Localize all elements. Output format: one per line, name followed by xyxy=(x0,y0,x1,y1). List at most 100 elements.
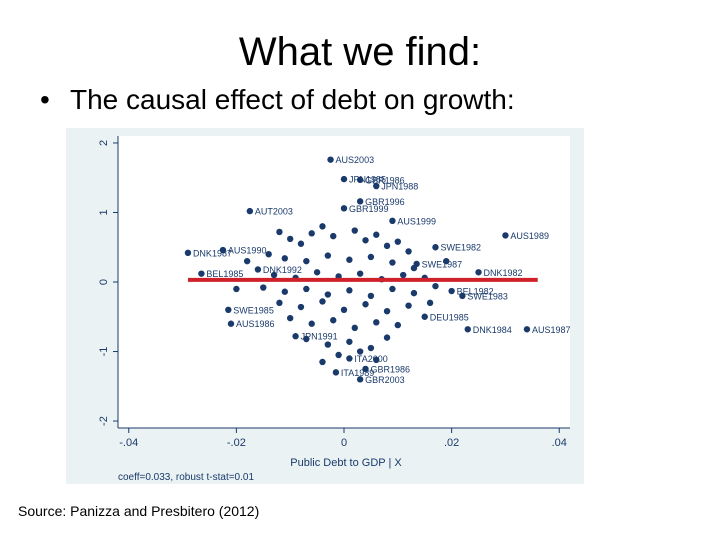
data-point xyxy=(276,299,283,307)
data-point xyxy=(356,348,364,355)
data-point xyxy=(464,326,471,333)
data-point xyxy=(410,264,418,272)
point-label: DNK1982 xyxy=(484,268,523,278)
data-point xyxy=(281,255,289,262)
data-point xyxy=(297,240,305,247)
data-point xyxy=(330,317,337,324)
data-point xyxy=(308,320,315,327)
data-point xyxy=(346,355,353,362)
bullet-text: The causal effect of debt on growth: xyxy=(70,84,515,115)
data-point xyxy=(184,249,192,256)
data-point xyxy=(367,344,375,352)
plot-area xyxy=(118,136,570,428)
data-point xyxy=(335,351,342,359)
point-label: GBR1996 xyxy=(365,197,405,207)
data-point xyxy=(324,341,332,348)
data-point xyxy=(389,217,396,225)
data-point xyxy=(346,338,353,345)
data-point xyxy=(394,238,402,245)
point-label: AUS1986 xyxy=(236,319,275,329)
data-point xyxy=(383,334,391,341)
data-point xyxy=(243,257,251,265)
point-label: JPN1985 xyxy=(349,175,386,185)
data-point xyxy=(319,358,326,366)
data-point xyxy=(303,285,310,293)
data-point xyxy=(292,333,299,340)
data-point xyxy=(260,284,267,291)
point-label: AUS1999 xyxy=(397,216,436,226)
data-point xyxy=(373,231,380,238)
point-label: SWE1987 xyxy=(422,259,463,269)
data-point xyxy=(332,369,340,376)
data-point xyxy=(394,321,402,329)
data-point xyxy=(459,292,466,300)
x-tick-label: .04 xyxy=(552,437,567,449)
point-label: DNK1984 xyxy=(473,325,512,335)
data-point xyxy=(421,313,428,320)
data-point xyxy=(276,228,283,236)
data-point xyxy=(319,298,326,305)
point-label: GBR2003 xyxy=(365,375,405,385)
y-tick-label: 0 xyxy=(98,279,110,285)
y-tick-label: -1 xyxy=(98,347,110,357)
data-point xyxy=(346,287,353,294)
data-point xyxy=(383,242,391,250)
data-point xyxy=(432,244,439,251)
data-point xyxy=(373,182,380,190)
y-tick-label: 2 xyxy=(98,140,110,146)
data-point xyxy=(303,257,310,265)
data-point xyxy=(303,335,310,343)
data-point xyxy=(373,319,380,326)
data-point xyxy=(351,227,358,234)
point-label: AUS1987 xyxy=(532,325,571,335)
point-label: AUS2003 xyxy=(336,155,375,165)
point-label: AUS1990 xyxy=(228,246,267,256)
data-point xyxy=(233,285,240,293)
data-point xyxy=(356,270,364,277)
data-point xyxy=(432,282,439,290)
point-label: SWE1982 xyxy=(440,243,481,253)
data-point xyxy=(356,198,364,205)
data-point xyxy=(367,253,375,261)
point-label: JPN1991 xyxy=(301,332,338,342)
data-point xyxy=(426,299,434,307)
regression-note: coeff=0.033, robust t-stat=0.01 xyxy=(118,472,254,483)
data-point xyxy=(270,271,278,279)
data-point xyxy=(265,250,272,258)
data-point xyxy=(405,248,412,255)
data-point xyxy=(340,306,348,314)
data-point xyxy=(254,266,262,273)
data-point xyxy=(405,302,412,309)
data-point xyxy=(448,287,455,295)
data-point xyxy=(308,230,315,237)
x-tick-label: -.04 xyxy=(119,437,138,449)
point-label: DEU1985 xyxy=(430,312,469,322)
data-point xyxy=(523,326,531,333)
data-point xyxy=(198,270,205,277)
x-tick-label: -.02 xyxy=(227,437,246,449)
data-point xyxy=(373,356,380,364)
data-point xyxy=(389,285,396,293)
y-tick-label: -2 xyxy=(98,416,110,426)
scatter-plot-image: -2 -1 0 1 2 -.04 -.02 0.02.04 AUS2003 JPN1985 GBR… xyxy=(66,128,584,484)
data-point xyxy=(227,320,235,327)
data-point xyxy=(286,314,294,322)
data-point xyxy=(362,237,369,244)
data-point xyxy=(362,301,369,308)
data-point xyxy=(330,232,337,240)
data-point xyxy=(383,308,391,315)
slide-title: What we find: xyxy=(238,30,482,74)
point-label: SWE1983 xyxy=(467,291,508,301)
data-point xyxy=(219,246,227,254)
data-point xyxy=(225,306,232,314)
data-point xyxy=(246,207,254,215)
source-citation: Source: Panizza and Presbitero (2012) xyxy=(18,503,260,519)
point-label: DNK1987 xyxy=(193,248,232,258)
data-point xyxy=(475,269,482,276)
data-point xyxy=(351,324,358,332)
y-tick-label: 1 xyxy=(98,209,110,215)
data-point xyxy=(319,223,326,230)
data-point xyxy=(346,256,353,263)
point-label: GBR1986 xyxy=(371,364,411,374)
